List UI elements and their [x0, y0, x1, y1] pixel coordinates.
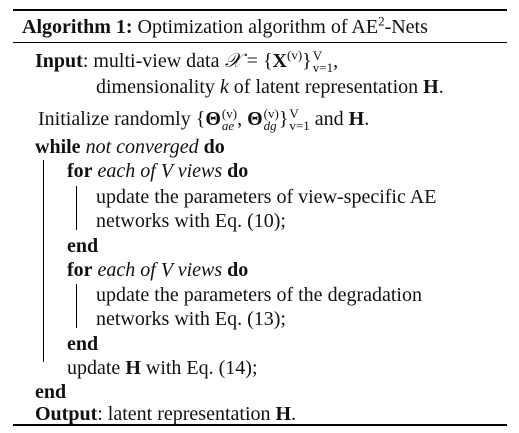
right-brace: }	[278, 108, 289, 130]
end-keyword: end	[35, 381, 67, 403]
for-keyword: for	[67, 160, 93, 182]
caption-rule	[13, 42, 507, 43]
input-text-2a: dimensionality	[96, 76, 215, 98]
right-brace: }	[302, 50, 312, 72]
output-keyword: Output	[35, 403, 98, 425]
end-while: end	[35, 379, 66, 406]
title-superscript: 2	[378, 13, 385, 29]
update-eq-text: with Eq. (14);	[145, 357, 258, 379]
input-keyword: Input	[35, 50, 83, 72]
for2-body-2: networks with Eq. (13);	[96, 308, 286, 330]
dg-index: (v) dg	[263, 106, 279, 134]
theta-dg-symbol: Θ	[247, 108, 263, 130]
latent-symbol: H	[275, 403, 292, 425]
dg-superscript: (v)	[263, 106, 279, 122]
latent-symbol: H	[125, 357, 141, 379]
end-keyword: end	[67, 333, 99, 355]
view-superscript: (v)	[287, 47, 303, 63]
ae-index: (v) ae	[221, 106, 238, 134]
theta-ae-symbol: Θ	[205, 108, 221, 130]
for1-line: for each of V views do	[67, 158, 248, 185]
end-for1: end	[67, 233, 98, 260]
latent-symbol: H	[348, 108, 365, 130]
for-keyword: for	[67, 259, 93, 281]
do-keyword: do	[227, 160, 249, 182]
left-brace: {	[262, 50, 273, 72]
for2-body-bar	[76, 284, 77, 328]
while-body-bar	[43, 160, 44, 362]
for-condition: each of V views	[97, 259, 223, 281]
for1-body-1: update the parameters of view-specific A…	[96, 186, 437, 208]
end-keyword: end	[67, 235, 99, 257]
input-text: : multi-view data	[82, 50, 220, 72]
do-keyword: do	[227, 259, 249, 281]
latent-symbol: H	[423, 76, 439, 98]
input-line-2: dimensionality k of latent representatio…	[96, 74, 444, 101]
input-text-2b: of latent representation	[233, 76, 419, 98]
multiview-set-symbol: 𝒳	[224, 50, 242, 72]
output-line: Output: latent representation H.	[35, 401, 296, 428]
upper-bound: V	[312, 48, 323, 64]
algorithm-title-suffix: -Nets	[384, 16, 428, 38]
update-h-line-text: update H with Eq. (14);	[67, 355, 258, 382]
comma: ,	[237, 108, 243, 130]
while-condition: not converged	[85, 136, 199, 158]
output-text: : latent representation	[97, 403, 271, 425]
ae-subscript: ae	[221, 118, 235, 134]
bottom-rule	[13, 424, 507, 426]
period: .	[364, 108, 370, 130]
algorithm-caption: Algorithm 1: Optimization algorithm of A…	[22, 14, 428, 41]
lower-bound: v=1	[312, 60, 334, 76]
ae-superscript: (v)	[221, 106, 238, 122]
period: .	[291, 403, 297, 425]
do-keyword: do	[203, 136, 225, 158]
update-text: update	[67, 357, 121, 379]
for-condition: each of V views	[97, 160, 223, 182]
for2-line: for each of V views do	[67, 257, 248, 284]
algorithm-title: Optimization algorithm of AE	[137, 16, 379, 38]
top-rule	[13, 9, 507, 11]
while-line: while not converged do	[35, 134, 225, 161]
comma: ,	[333, 50, 339, 72]
end-for2: end	[67, 331, 98, 358]
for1-body-bar	[76, 186, 77, 230]
dimensionality-symbol: k	[219, 76, 229, 98]
for2-body-1: update the parameters of the degradation	[96, 284, 422, 306]
period: .	[438, 76, 444, 98]
initialize-and: and	[314, 108, 344, 130]
dg-subscript: dg	[263, 118, 277, 134]
upper-bound: V	[289, 106, 299, 122]
equals-sign: =	[246, 50, 258, 72]
initialize-text: Initialize randomly	[38, 108, 191, 130]
algorithm-label: Algorithm 1:	[22, 16, 133, 38]
while-keyword: while	[35, 136, 81, 158]
view-data-symbol: X	[272, 50, 287, 72]
left-brace: {	[195, 108, 206, 130]
for1-body-2: networks with Eq. (10);	[96, 210, 286, 232]
lower-bound: v=1	[289, 118, 310, 134]
